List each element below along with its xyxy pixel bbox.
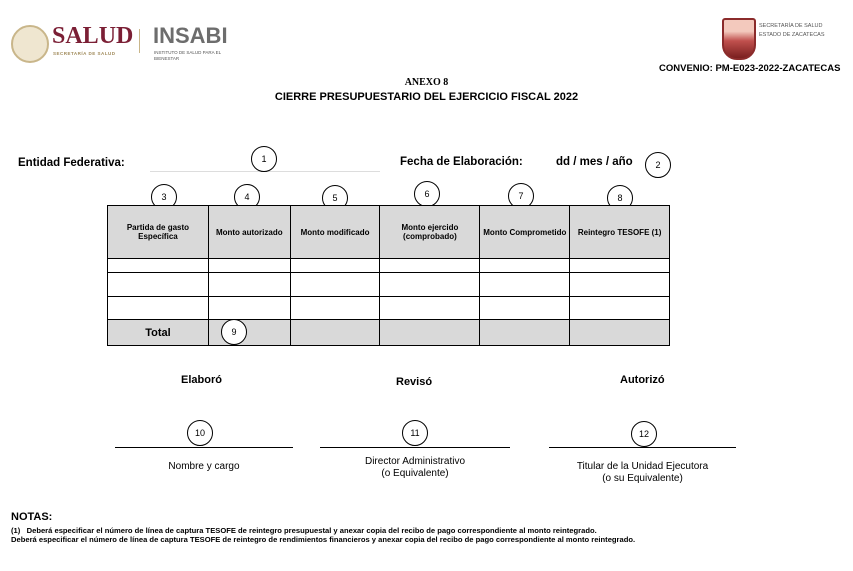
- salud-logo: SALUD: [52, 23, 134, 49]
- table-row: [107, 296, 670, 320]
- header-autorizado: Monto autorizado: [207, 205, 291, 259]
- cell[interactable]: [107, 258, 209, 273]
- signature-line-elaboro: [115, 447, 293, 448]
- notes-title: NOTAS:: [11, 511, 53, 523]
- marker-6: 6: [414, 181, 440, 207]
- cell[interactable]: [569, 319, 670, 346]
- header-modificado: Monto modificado: [289, 205, 381, 259]
- cell[interactable]: [379, 319, 481, 346]
- zacatecas-shield-logo: [722, 18, 756, 60]
- cell[interactable]: [379, 272, 481, 297]
- table-row: [107, 258, 670, 273]
- cell[interactable]: [207, 258, 291, 273]
- cell[interactable]: [569, 272, 670, 297]
- header-partida: Partida de gasto Específica: [107, 205, 209, 259]
- cell[interactable]: [479, 296, 571, 320]
- autorizo-caption: Titular de la Unidad Ejecutora: [576, 461, 709, 472]
- cell[interactable]: [479, 272, 571, 297]
- total-label: Total: [107, 319, 209, 346]
- cell[interactable]: [207, 272, 291, 297]
- marker-2: 2: [645, 152, 671, 178]
- zacatecas-logo-text: SECRETARÍA DE SALUD ESTADO DE ZACATECAS: [759, 23, 825, 38]
- elaboro-caption: Nombre y cargo: [168, 461, 240, 472]
- insabi-logo: INSABI: [153, 23, 228, 48]
- fecha-label: Fecha de Elaboración:: [400, 156, 523, 168]
- cell[interactable]: [379, 258, 481, 273]
- marker-1: 1: [251, 146, 277, 172]
- cell[interactable]: [107, 272, 209, 297]
- header-reintegro: Reintegro TESOFE (1): [569, 205, 670, 259]
- insabi-logo-sub: INSTITUTO DE SALUD PARA EL BIENESTAR: [154, 50, 221, 61]
- table-row: [107, 272, 670, 297]
- marker-11: 11: [402, 420, 428, 446]
- marker-9: 9: [221, 319, 247, 345]
- reviso-caption: Director Administrativo: [364, 456, 466, 467]
- reviso-caption-2: (o Equivalente): [381, 468, 449, 479]
- table-header-row: Partida de gasto Específica Monto autori…: [107, 205, 670, 259]
- elaboro-label: Elaboró: [181, 374, 222, 386]
- fecha-value[interactable]: dd / mes / año: [556, 156, 633, 168]
- signature-line-reviso: [320, 447, 510, 448]
- salud-logo-sub: SECRETARÍA DE SALUD: [53, 51, 116, 56]
- cell[interactable]: [569, 258, 670, 273]
- entidad-label: Entidad Federativa:: [18, 157, 125, 169]
- cell[interactable]: [289, 258, 381, 273]
- cell[interactable]: [207, 296, 291, 320]
- budget-table: Partida de gasto Específica Monto autori…: [107, 205, 670, 346]
- autorizo-caption-2: (o su Equivalente): [602, 473, 683, 484]
- logo-divider: [139, 29, 140, 53]
- document-title: CIERRE PRESUPUESTARIO DEL EJERCICIO FISC…: [274, 91, 579, 103]
- cell[interactable]: [107, 296, 209, 320]
- cell[interactable]: [289, 296, 381, 320]
- note-1: (1) Deberá especificar el número de líne…: [11, 526, 597, 535]
- mexico-seal-logo: [11, 25, 49, 63]
- header-comprometido: Monto Comprometido: [479, 205, 571, 259]
- cell[interactable]: [479, 319, 571, 346]
- cell[interactable]: [569, 296, 670, 320]
- cell[interactable]: [479, 258, 571, 273]
- convenio-label: CONVENIO: PM-E023-2022-ZACATECAS: [659, 63, 841, 74]
- signature-line-autorizo: [549, 447, 736, 448]
- note-2: Deberá especificar el número de línea de…: [11, 535, 636, 544]
- anexo-label: ANEXO 8: [404, 77, 449, 88]
- cell[interactable]: [379, 296, 481, 320]
- cell[interactable]: [289, 272, 381, 297]
- marker-12: 12: [631, 421, 657, 447]
- reviso-label: Revisó: [396, 376, 433, 388]
- autorizo-label: Autorizó: [620, 374, 665, 386]
- marker-10: 10: [187, 420, 213, 446]
- header-ejercido: Monto ejercido (comprobado): [379, 205, 481, 259]
- cell[interactable]: [289, 319, 381, 346]
- total-row: Total: [107, 319, 670, 346]
